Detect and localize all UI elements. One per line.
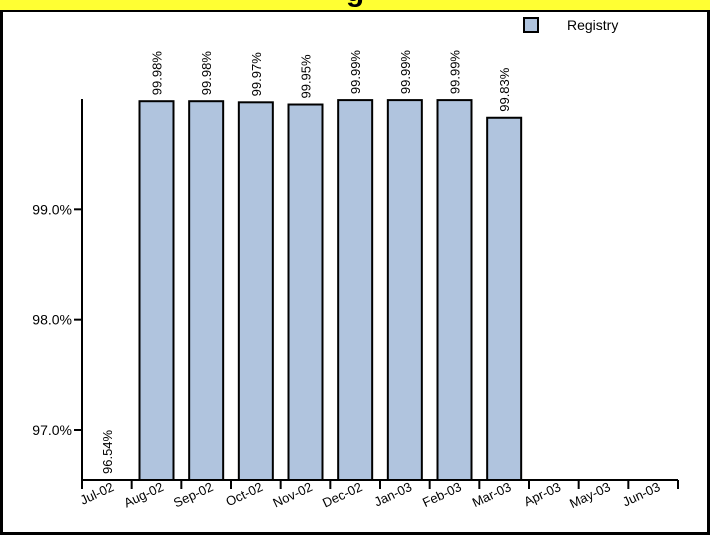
x-tick-label: Sep-02 xyxy=(171,479,215,510)
bar xyxy=(138,100,175,481)
data-label: 99.99% xyxy=(448,50,463,95)
x-tick-label: Jun-03 xyxy=(620,479,662,509)
data-label: 99.99% xyxy=(348,50,363,95)
data-label: 99.98% xyxy=(199,51,214,96)
legend-swatch xyxy=(523,17,539,33)
legend-label: Registry xyxy=(567,17,618,33)
y-tick-label: 97.0% xyxy=(32,422,72,438)
data-label: 99.95% xyxy=(299,54,314,99)
bar-group xyxy=(138,99,523,482)
bar xyxy=(237,101,274,481)
data-label: 99.83% xyxy=(497,67,512,112)
x-axis-ticks: Jul-02 Aug-02 Sep-02 Oct-02 Nov-02 Dec-02 Jan-… xyxy=(78,479,679,511)
x-tick-label: Jul-02 xyxy=(78,479,116,508)
data-labels: 96.54% 99.98% 99.98% 99.97% 99.95% 99.99% 99.9… xyxy=(100,50,512,474)
x-tick-label: Aug-02 xyxy=(121,479,165,510)
chart-title-fragment: g xyxy=(0,0,710,9)
x-tick-label: Feb-03 xyxy=(420,479,464,510)
legend: Registry xyxy=(523,17,618,33)
data-label: 99.99% xyxy=(398,50,413,95)
bar xyxy=(486,116,523,482)
x-tick-label: Mar-03 xyxy=(470,479,514,510)
data-label: 99.97% xyxy=(249,52,264,97)
y-axis-ticks: 97.0% 98.0% 99.0% xyxy=(32,201,82,438)
bar xyxy=(386,99,423,481)
x-tick-label: Nov-02 xyxy=(270,479,314,510)
x-tick-label: Dec-02 xyxy=(320,479,364,510)
bar xyxy=(188,100,225,481)
title-band: g xyxy=(0,0,710,12)
bar xyxy=(287,103,324,482)
data-label: 99.98% xyxy=(150,51,165,96)
y-tick-label: 99.0% xyxy=(32,201,72,217)
data-label: 96.54% xyxy=(100,429,115,474)
bar xyxy=(337,99,374,481)
x-tick-label: Apr-03 xyxy=(521,479,563,509)
y-tick-label: 98.0% xyxy=(32,312,72,328)
x-tick-label: Jan-03 xyxy=(372,479,414,509)
x-tick-label: Oct-02 xyxy=(223,479,265,509)
x-tick-label: May-03 xyxy=(567,479,613,511)
bar xyxy=(436,99,473,481)
